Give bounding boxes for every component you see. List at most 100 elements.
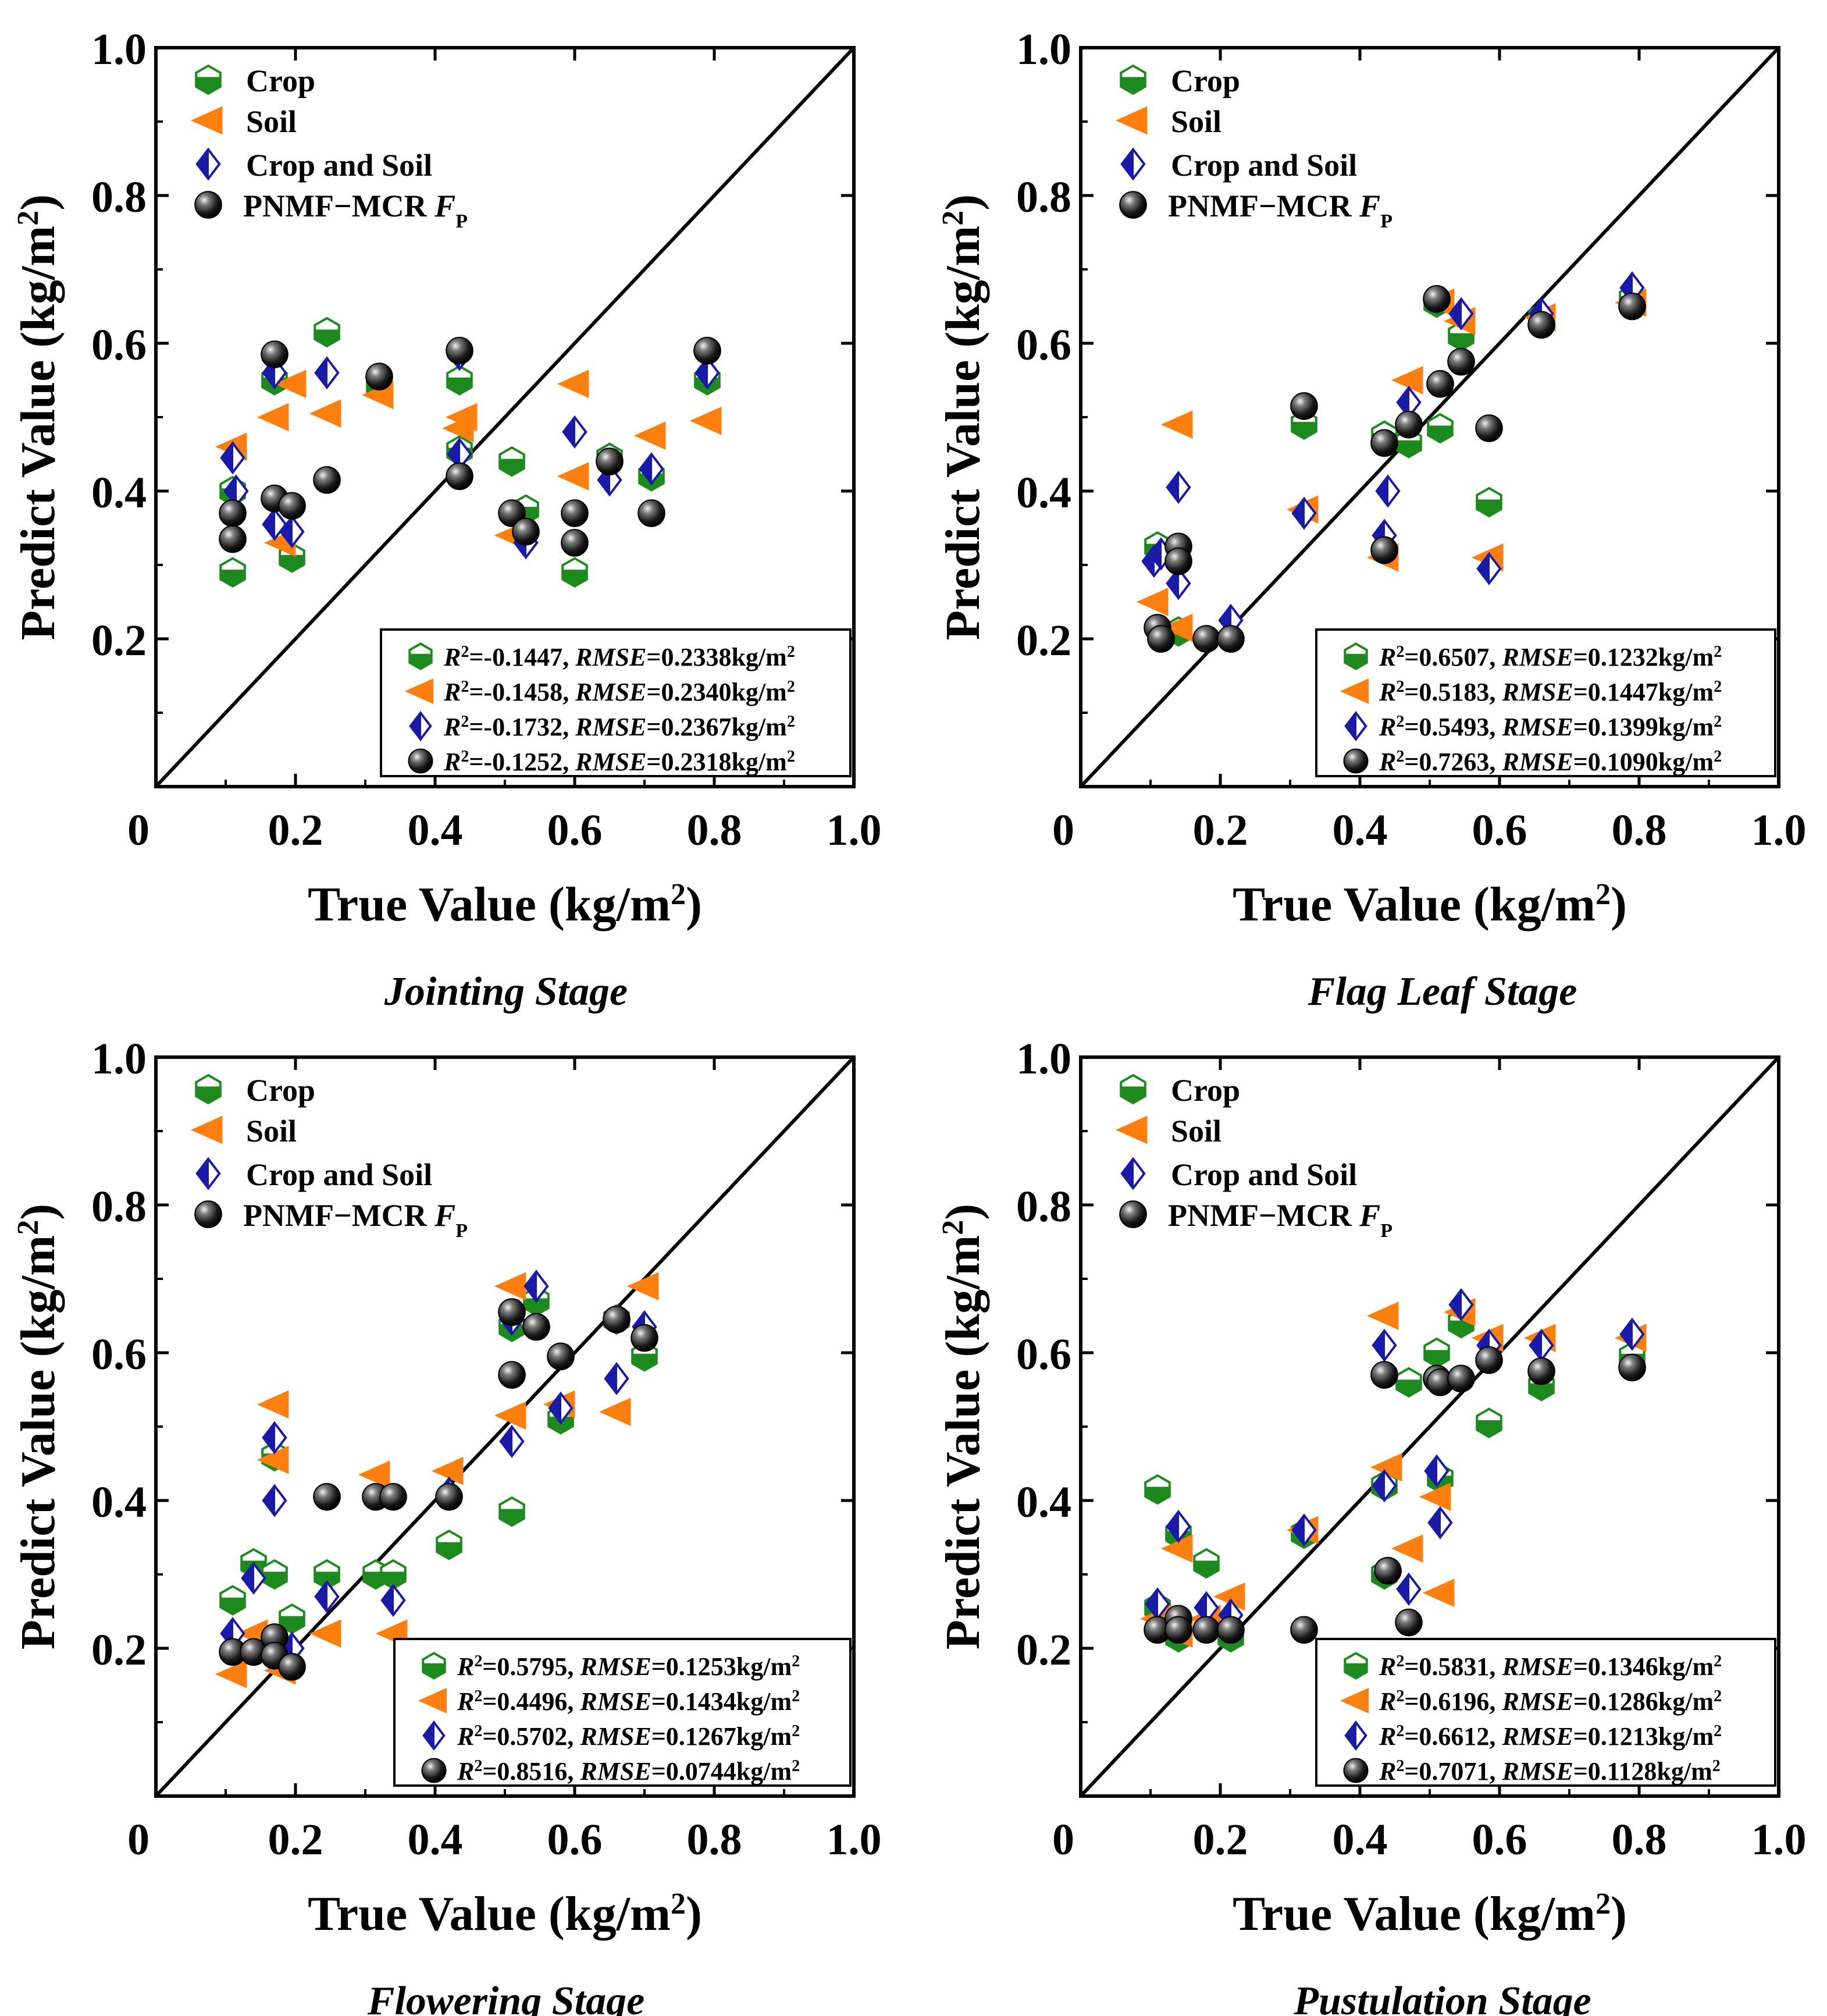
x-tick-label: 0.8	[1612, 806, 1667, 855]
data-point	[379, 1482, 407, 1511]
stats-line: R2=0.5183, RMSE=0.1447kg/m2	[1379, 678, 1722, 707]
x-axis-label: True Value (kg/m2)	[1233, 1887, 1627, 1941]
x-tick-label: 1.0	[827, 1815, 882, 1864]
data-point	[1427, 1506, 1453, 1539]
stats-marker	[1343, 748, 1369, 774]
data-point	[498, 1361, 526, 1389]
y-tick-label: 0.8	[91, 173, 147, 222]
stats-line: R2=0.6612, RMSE=0.1213kg/m2	[1379, 1722, 1722, 1751]
identity-line	[1079, 46, 1780, 788]
y-tick-label: 0.8	[1016, 173, 1071, 222]
data-point	[1395, 410, 1423, 439]
stats-marker	[418, 1687, 447, 1714]
data-point	[309, 1619, 341, 1648]
stats-box: R2=-0.1447, RMSE=0.2338kg/m2 R2=-0.1458, …	[380, 628, 852, 777]
data-point	[1619, 1317, 1645, 1351]
data-point	[1419, 1482, 1451, 1511]
x-tick-label: 0.6	[547, 1815, 603, 1864]
data-point	[1290, 392, 1318, 420]
series-pnmf-mcr-fp	[1144, 285, 1646, 653]
data-point	[314, 356, 340, 390]
stats-marker	[422, 1720, 446, 1751]
data-point	[1447, 347, 1475, 376]
data-point	[278, 1652, 306, 1681]
data-point	[1527, 1357, 1555, 1385]
series-soil	[215, 1272, 659, 1688]
data-point	[1427, 413, 1454, 444]
stats-line: R2=0.8516, RMSE=0.0744kg/m2	[457, 1757, 800, 1786]
legend-label-pnmf: PNMF−MCR FP	[243, 1198, 468, 1242]
data-point	[1391, 366, 1423, 394]
data-point	[380, 1559, 407, 1590]
legend-label-pnmf: PNMF−MCR FP	[1168, 1198, 1392, 1242]
data-point	[446, 365, 473, 396]
series-soil	[1136, 288, 1647, 642]
y-tick-label: 1.0	[1016, 25, 1071, 74]
stats-box: R2=0.5795, RMSE=0.1253kg/m2 R2=0.4496, RM…	[393, 1638, 852, 1787]
legend-marker-both	[195, 1157, 221, 1190]
data-point	[1370, 1361, 1398, 1389]
data-point	[1396, 1572, 1422, 1606]
data-point	[219, 1585, 246, 1616]
data-point	[604, 1361, 629, 1395]
legend-label-both: Crop and Soil	[246, 1157, 432, 1192]
stats-line: R2=-0.1458, RMSE=0.2340kg/m2	[443, 678, 795, 707]
data-point	[261, 340, 289, 368]
legend: Crop Soil Crop and Soil PNMF−MCR FP	[1115, 63, 1392, 232]
x-axis-label: True Value (kg/m2)	[308, 877, 702, 931]
y-tick-label: 0.2	[91, 1626, 147, 1674]
data-point	[1145, 1587, 1170, 1621]
legend-label-crop: Crop	[246, 1073, 315, 1108]
data-point	[1527, 311, 1555, 339]
x-tick-label: 0.6	[1472, 1815, 1527, 1864]
data-point	[446, 462, 473, 490]
data-point	[1147, 625, 1175, 653]
stats-marker	[1340, 1687, 1369, 1714]
stage-title: Flowering Stage	[367, 1979, 644, 2016]
data-point	[313, 466, 341, 494]
x-tick-label: 0.2	[1193, 806, 1248, 855]
data-point	[548, 1391, 574, 1425]
data-point	[1426, 370, 1454, 398]
x-tick-label: 0.8	[687, 806, 742, 855]
data-point	[1166, 1509, 1191, 1543]
data-point	[1193, 1548, 1220, 1579]
data-point	[309, 399, 341, 428]
legend-marker-pnmf	[194, 1200, 222, 1228]
data-point	[257, 403, 289, 432]
y-tick-label: 0.6	[1016, 321, 1071, 369]
data-point	[596, 447, 624, 476]
y-tick-label: 0.2	[1016, 1626, 1071, 1674]
legend-label-crop: Crop	[246, 63, 315, 98]
stats-line: R2=-0.1447, RMSE=0.2338kg/m2	[443, 643, 795, 672]
stats-marker	[1344, 711, 1367, 741]
data-point	[561, 499, 589, 527]
x-tick-label: 0	[127, 1815, 149, 1864]
data-point	[1160, 613, 1193, 642]
stats-marker	[1344, 1720, 1367, 1751]
data-point	[1375, 474, 1401, 508]
legend-label-pnmf: PNMF−MCR FP	[243, 189, 468, 232]
legend: Crop Soil Crop and Soil PNMF−MCR FP	[1115, 1073, 1392, 1242]
data-point	[1136, 588, 1169, 616]
legend-marker-soil	[1115, 106, 1148, 135]
y-tick-label: 1.0	[91, 1034, 147, 1083]
legend-marker-both	[195, 147, 221, 181]
data-point	[547, 1342, 575, 1371]
legend-marker-pnmf	[1119, 1200, 1147, 1228]
data-point	[1164, 547, 1192, 575]
data-point	[1476, 486, 1502, 518]
x-tick-label: 1.0	[1751, 1815, 1807, 1864]
legend-marker-crop	[1120, 1073, 1146, 1105]
data-point	[498, 446, 525, 477]
data-point	[365, 362, 393, 390]
x-tick-label: 0.2	[1193, 1815, 1248, 1864]
stats-marker	[404, 678, 434, 705]
data-point	[498, 1496, 525, 1527]
legend-marker-soil	[1115, 1115, 1148, 1144]
x-tick-label: 0.4	[1333, 806, 1388, 855]
legend-marker-pnmf	[194, 191, 222, 219]
stats-box: R2=0.6507, RMSE=0.1232kg/m2 R2=0.5183, RM…	[1315, 628, 1776, 777]
data-point	[1424, 1454, 1450, 1488]
legend: Crop Soil Crop and Soil PNMF−MCR FP	[190, 63, 468, 232]
